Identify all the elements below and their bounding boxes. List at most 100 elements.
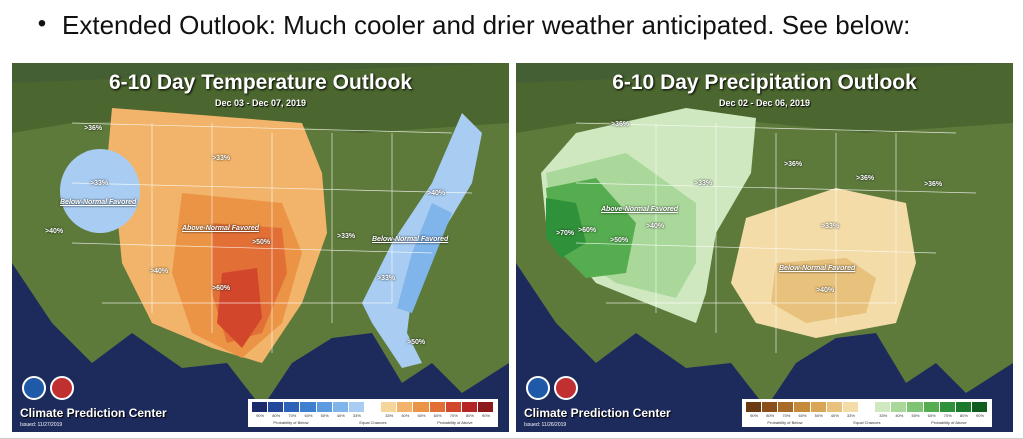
temp-legend-tick: 70% <box>288 413 297 418</box>
temp-label-great-basin: >33% <box>90 180 109 187</box>
temp-legend-tick: 80% <box>465 413 474 418</box>
temp-legend-tick: 90% <box>482 413 491 418</box>
temp-legend-tick: 33% <box>352 413 361 418</box>
precip-issued-date: Issued: 11/26/2019 <box>524 422 567 428</box>
precipitation-map-dates: Dec 02 - Dec 06, 2019 <box>718 98 811 108</box>
precip-legend-swatch <box>875 402 892 412</box>
temp-legend-tick: 40% <box>336 413 345 418</box>
temp-legend-left: Probability of Below <box>273 420 309 425</box>
temp-legend-swatch <box>348 402 365 412</box>
precip-legend-ticks: 90% 80% 70% 60% 50% 40% 33% 33% 40% 50% 60% 70% 80% 9… <box>746 413 988 418</box>
temp-label-fl50: >50% <box>407 339 426 346</box>
precip-label-below: Below-Normal Favored <box>779 265 856 272</box>
precip-label-se33: >33% <box>821 223 840 230</box>
precip-legend-foot: Probability of Below Equal Chances Proba… <box>742 420 992 425</box>
precip-legend-tick: 80% <box>959 413 968 418</box>
precip-label-nw: >36% <box>611 121 630 128</box>
precip-legend-tick: 33% <box>879 413 888 418</box>
noaa-logo-icon <box>22 376 46 400</box>
temp-legend-center: Equal Chances <box>359 420 387 425</box>
precipitation-map-graphic <box>516 63 1013 432</box>
temp-legend-swatch <box>300 402 317 412</box>
precip-legend-tick: 90% <box>976 413 985 418</box>
precip-legend-swatch <box>746 402 763 412</box>
precip-label-40: >40% <box>646 223 665 230</box>
temp-legend-swatch <box>397 402 414 412</box>
temperature-outlook-map: 6-10 Day Temperature Outlook Dec 03 - De… <box>12 63 509 432</box>
precip-label-ne36: >36% <box>924 181 943 188</box>
temp-legend-bar <box>252 402 495 412</box>
temp-legend-swatch <box>332 402 349 412</box>
temp-legend-swatch <box>477 402 495 412</box>
precip-legend-tick: 33% <box>846 413 855 418</box>
precip-legend-swatch <box>858 402 876 412</box>
temp-legend-foot: Probability of Below Equal Chances Proba… <box>248 420 498 425</box>
precip-label-mw36: >36% <box>784 161 803 168</box>
temp-legend-ticks: 90% 80% 70% 60% 50% 40% 33% 33% 40% 50% 60% 70% 80% 9… <box>252 413 494 418</box>
precip-legend-tick <box>859 413 875 418</box>
temp-legend-tick: 50% <box>320 413 329 418</box>
precip-legend-right: Probability of Above <box>931 420 967 425</box>
precip-legend-tick: 90% <box>750 413 759 418</box>
precip-legend-tick: 50% <box>814 413 823 418</box>
temperature-map-graphic <box>12 63 509 432</box>
precip-label-lakes36: >36% <box>856 175 875 182</box>
precip-agency-name: Climate Prediction Center <box>524 406 671 420</box>
temp-legend-swatch <box>316 402 333 412</box>
precip-legend-swatch <box>842 402 859 412</box>
precip-label-plains33: >33% <box>694 180 713 187</box>
precip-legend-tick: 80% <box>766 413 775 418</box>
temp-legend-swatch <box>445 402 462 412</box>
bullet-text: Extended Outlook: Much cooler and drier … <box>62 9 911 40</box>
temp-legend-tick: 80% <box>272 413 281 418</box>
temp-label-nw: >36% <box>84 125 103 132</box>
precip-legend-swatch <box>794 402 811 412</box>
temp-agency-logos <box>22 376 74 400</box>
precip-label-60: >60% <box>578 227 597 234</box>
temp-legend-swatch <box>364 402 382 412</box>
precip-legend-tick: 60% <box>798 413 807 418</box>
temp-label-50: >50% <box>252 239 271 246</box>
precip-legend-left: Probability of Below <box>767 420 803 425</box>
precip-legend-swatch <box>971 402 989 412</box>
precip-label-s40: >40% <box>816 287 835 294</box>
temp-label-east33: >33% <box>377 275 396 282</box>
temp-label-above: Above-Normal Favored <box>182 225 260 232</box>
nws-logo-icon <box>50 376 74 400</box>
precip-legend-swatch <box>826 402 843 412</box>
precip-legend-tick: 70% <box>943 413 952 418</box>
precip-legend-swatch <box>907 402 924 412</box>
precip-legend: 90% 80% 70% 60% 50% 40% 33% 33% 40% 50% 60% 70% 80% 9… <box>742 399 992 427</box>
temperature-map-dates: Dec 03 - Dec 07, 2019 <box>214 98 307 108</box>
precip-legend-tick: 60% <box>927 413 936 418</box>
slide-bullet: • Extended Outlook: Much cooler and drie… <box>22 0 1022 50</box>
temp-legend-tick: 60% <box>433 413 442 418</box>
precip-legend-swatch <box>762 402 779 412</box>
temp-legend-swatch <box>413 402 430 412</box>
temp-legend-swatch <box>268 402 285 412</box>
precip-legend-swatch <box>778 402 795 412</box>
temp-legend-swatch <box>381 402 398 412</box>
temp-label-plains: >33% <box>212 155 231 162</box>
precip-label-above: Above-Normal Favored <box>601 206 679 213</box>
temp-legend-tick: 60% <box>304 413 313 418</box>
precip-label-70: >70% <box>556 230 575 237</box>
precip-legend-center: Equal Chances <box>853 420 881 425</box>
precip-legend-swatch <box>891 402 908 412</box>
temp-legend-tick: 50% <box>417 413 426 418</box>
precip-legend-swatch <box>939 402 956 412</box>
temp-legend-tick: 33% <box>385 413 394 418</box>
precip-legend-swatch <box>923 402 940 412</box>
temp-label-sw40: >40% <box>150 268 169 275</box>
precipitation-map-title: 6-10 Day Precipitation Outlook <box>612 71 917 94</box>
precip-legend-tick: 40% <box>830 413 839 418</box>
precipitation-outlook-map: 6-10 Day Precipitation Outlook Dec 02 - … <box>516 63 1013 432</box>
temp-legend-swatch <box>252 402 269 412</box>
temp-agency-name: Climate Prediction Center <box>20 406 167 420</box>
temp-legend-tick: 70% <box>449 413 458 418</box>
temp-legend-swatch <box>429 402 446 412</box>
precip-legend-tick: 70% <box>782 413 791 418</box>
temp-legend-right: Probability of Above <box>437 420 473 425</box>
temp-legend-tick: 90% <box>256 413 265 418</box>
temp-label-ne40: >40% <box>427 190 446 197</box>
